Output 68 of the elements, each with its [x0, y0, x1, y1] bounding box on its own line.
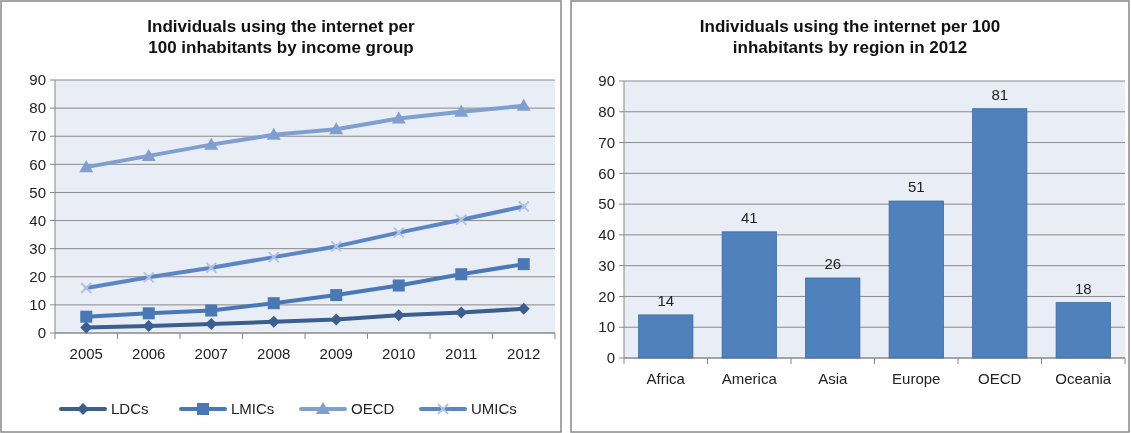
y-tick-label: 80 — [29, 99, 46, 117]
x-tick-label: 2008 — [257, 345, 291, 362]
chart-title: Individuals using the internet per 100 inhabitants by income group — [147, 17, 416, 57]
x-tick-label: 2007 — [194, 345, 228, 362]
point — [391, 111, 406, 124]
x-tick-label: 2010 — [382, 345, 416, 362]
y-tick-label: 70 — [29, 127, 46, 145]
y-tick-label: 0 — [37, 324, 46, 342]
y-tick-label: 80 — [598, 103, 615, 121]
legend-label: LDCs — [111, 400, 149, 418]
data-label: 41 — [740, 208, 758, 226]
data-label: 26 — [824, 254, 842, 272]
point — [205, 304, 218, 317]
legend-label: LMICs — [231, 400, 275, 418]
point — [266, 127, 281, 140]
legend-label: OECD — [351, 400, 395, 418]
y-tick-label: 50 — [29, 183, 46, 201]
x-tick-label: OECD — [978, 370, 1022, 387]
y-tick-label: 20 — [29, 268, 46, 286]
x-tick-label: 2012 — [507, 345, 541, 362]
point — [204, 137, 219, 150]
point — [79, 160, 94, 173]
bar — [721, 231, 777, 359]
y-tick-label: 60 — [29, 155, 46, 173]
bar — [1055, 302, 1111, 359]
data-label: 14 — [657, 291, 675, 309]
bar — [972, 108, 1028, 359]
x-tick-label: 2006 — [132, 345, 166, 362]
x-tick-label: America — [721, 370, 778, 387]
point — [454, 104, 469, 117]
data-label: 81 — [991, 85, 1009, 103]
point — [330, 289, 343, 302]
y-tick-label: 30 — [29, 239, 46, 257]
y-tick-label: 60 — [598, 164, 615, 182]
point — [516, 98, 531, 111]
x-tick-label: Africa — [646, 370, 686, 387]
x-tick-label: Europe — [892, 370, 941, 387]
y-tick-label: 30 — [598, 256, 615, 274]
x-tick-label: Asia — [818, 370, 848, 387]
point — [517, 258, 530, 271]
y-tick-label: 0 — [606, 349, 615, 367]
y-tick-label: 10 — [598, 318, 615, 336]
data-label: 51 — [907, 178, 925, 196]
y-tick-label: 50 — [598, 195, 615, 213]
x-tick-label: 2011 — [445, 345, 478, 362]
y-tick-label: 20 — [598, 287, 615, 305]
y-tick-label: 40 — [29, 211, 46, 229]
y-tick-label: 90 — [598, 72, 615, 90]
point — [142, 307, 155, 320]
legend-label: UMICs — [471, 400, 517, 418]
bar — [638, 314, 694, 359]
bar — [888, 200, 944, 359]
x-tick-label: 2009 — [319, 345, 353, 362]
chart-title: Individuals using the internet per 100 inhabitants by region in 2012 — [699, 17, 1001, 57]
x-tick-label: Oceania — [1055, 370, 1112, 387]
y-tick-label: 10 — [29, 296, 46, 314]
point — [80, 310, 93, 323]
y-tick-label: 90 — [29, 71, 46, 89]
point — [141, 148, 156, 161]
data-label: 18 — [1074, 279, 1092, 297]
point — [455, 268, 468, 281]
point — [267, 297, 280, 310]
bar — [805, 277, 861, 359]
y-tick-label: 70 — [598, 133, 615, 151]
point — [329, 122, 344, 135]
point — [392, 279, 405, 292]
y-tick-label: 40 — [598, 226, 615, 244]
x-tick-label: 2005 — [69, 345, 103, 362]
